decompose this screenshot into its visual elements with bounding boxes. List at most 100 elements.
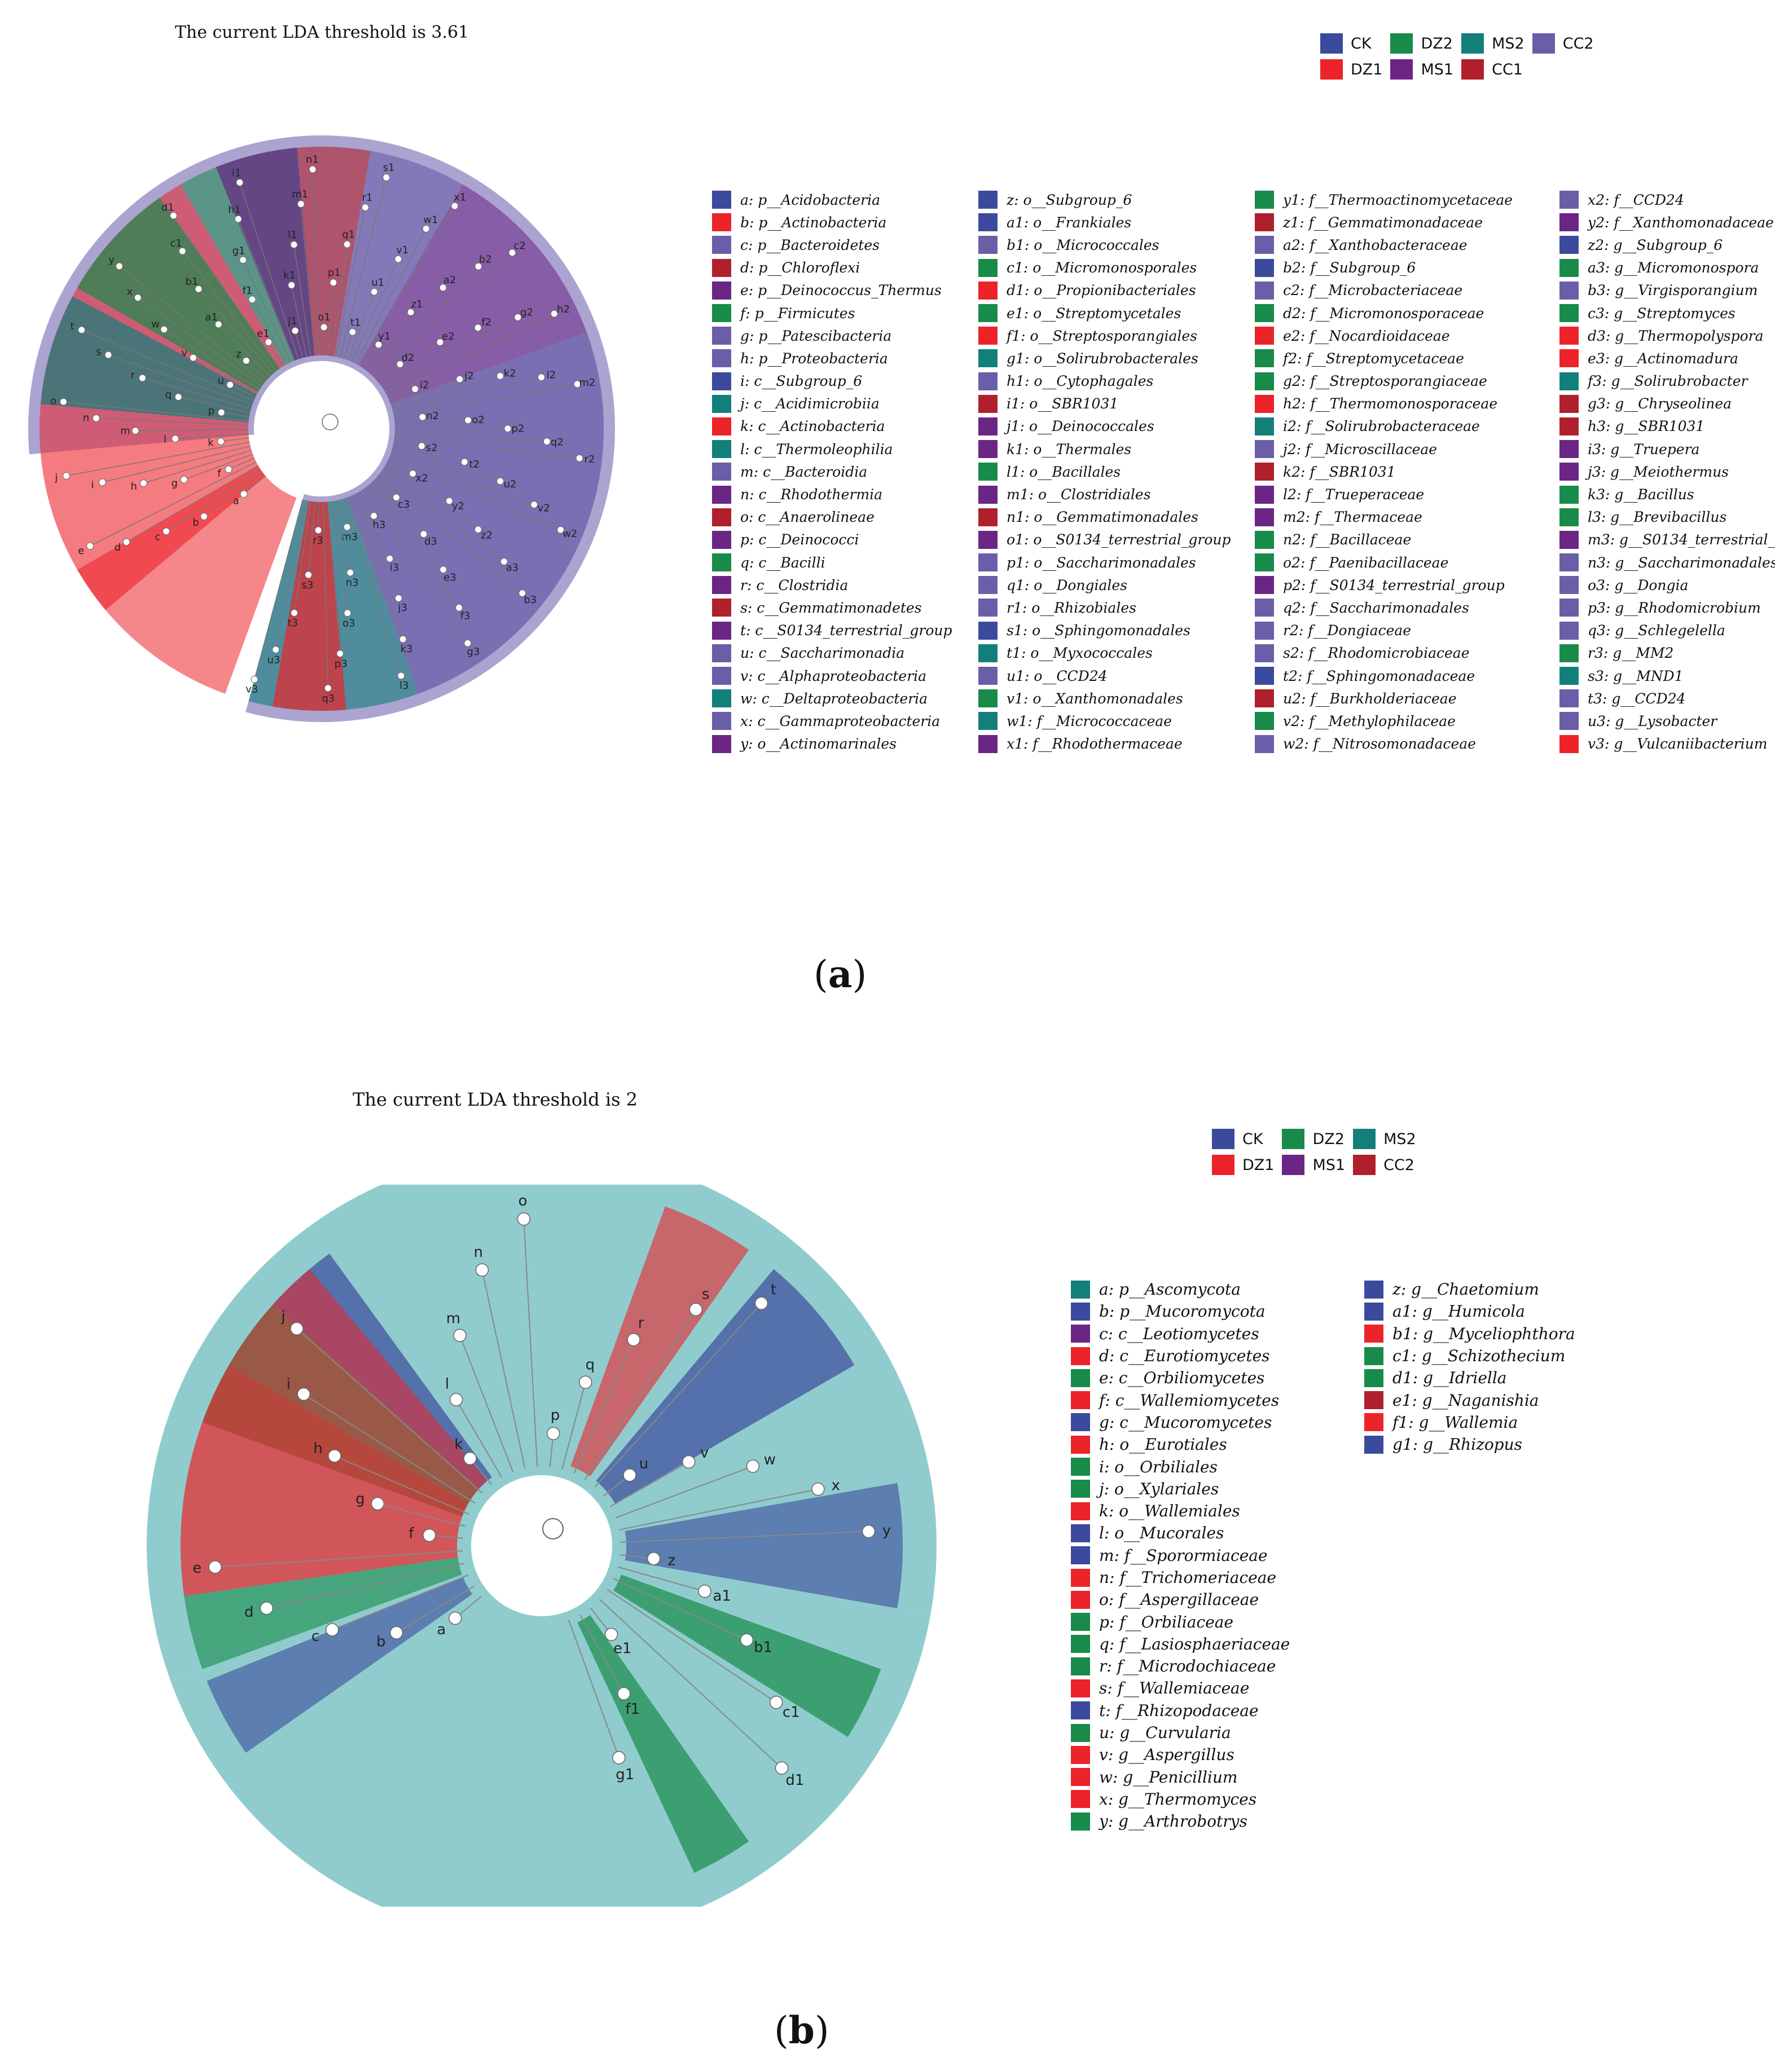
taxon-legend-item: y1: f__Thermoactinomycetaceae <box>1255 188 1548 211</box>
group-legend-item: MS2 <box>1461 33 1524 54</box>
clade-sector <box>77 465 297 694</box>
taxon-legend-label: k: o__Wallemiales <box>1099 1502 1240 1521</box>
tree-node <box>530 500 538 508</box>
tree-node <box>504 425 512 433</box>
branch-line <box>102 446 251 483</box>
taxon-legend-label: a1: o__Frankiales <box>1007 214 1132 231</box>
node-label: p1 <box>328 267 341 279</box>
tree-node <box>178 247 186 255</box>
taxon-legend-label: a3: g__Micromonospora <box>1588 259 1759 276</box>
clade-sector <box>40 296 257 423</box>
taxon-swatch <box>1255 621 1274 640</box>
tree-node <box>399 635 407 643</box>
group-legend-label: DZ2 <box>1312 1130 1345 1148</box>
group-swatch <box>1282 1155 1305 1175</box>
taxon-legend-label: g1: o__Solirubrobacterales <box>1007 350 1198 367</box>
branch-line <box>355 228 427 364</box>
branch-line <box>618 1488 819 1530</box>
taxon-legend-item: u3: g__Lysobacter <box>1559 710 1775 732</box>
tree-node <box>811 1482 825 1496</box>
node-label: n3 <box>346 577 359 589</box>
taxon-legend-item: r: c__Clostridia <box>712 574 967 596</box>
taxon-swatch <box>978 485 998 504</box>
node-label: x1 <box>454 192 466 204</box>
taxon-swatch <box>712 576 731 595</box>
taxon-swatch <box>1255 327 1274 345</box>
taxon-legend-label: e1: g__Naganishia <box>1392 1391 1539 1410</box>
taxon-swatch <box>1559 621 1579 640</box>
taxon-legend-label: q2: f__Saccharimonadales <box>1283 599 1469 616</box>
taxon-legend-item: m2: f__Thermaceae <box>1255 506 1548 529</box>
branch-line <box>378 474 523 594</box>
taxon-swatch <box>1364 1347 1383 1365</box>
taxon-swatch <box>978 576 998 595</box>
node-label: u3 <box>267 654 280 666</box>
taxon-legend-label: q: c__Bacilli <box>740 554 825 571</box>
taxon-legend-label: u1: o__CCD24 <box>1007 667 1108 684</box>
panel-a-label: (a) <box>814 952 867 996</box>
taxon-swatch <box>978 349 998 368</box>
node-label: v <box>700 1445 709 1462</box>
branch-line <box>331 501 348 613</box>
taxon-swatch <box>978 281 998 300</box>
group-legend-label: CC1 <box>1492 60 1523 78</box>
taxon-legend-label: q1: o__Dongiales <box>1007 577 1128 593</box>
node-label: p <box>208 405 214 417</box>
node-label: g2 <box>520 307 533 319</box>
taxon-swatch <box>978 440 998 459</box>
tree-node <box>623 1468 636 1482</box>
taxon-legend-item: l: c__Thermoleophilia <box>712 438 967 460</box>
taxon-swatch <box>1255 667 1274 685</box>
branch-line <box>523 1218 538 1467</box>
tree-node <box>242 357 250 364</box>
taxon-legend-item: l3: g__Brevibacillus <box>1559 506 1775 529</box>
tree-node <box>214 320 222 328</box>
group-swatch <box>1212 1129 1234 1149</box>
branch-line <box>481 1270 526 1469</box>
taxon-swatch <box>1559 304 1579 323</box>
taxon-legend-item: u1: o__CCD24 <box>978 665 1244 687</box>
taxon-swatch <box>978 599 998 617</box>
panel-a-title: The current LDA threshold is 3.61 <box>175 23 469 42</box>
taxon-swatch <box>712 394 731 413</box>
taxon-swatch <box>712 599 731 617</box>
branch-line <box>573 1339 635 1474</box>
taxon-legend-label: w2: f__Nitrosomonadaceae <box>1283 736 1476 753</box>
taxon-legend-item: s1: o__Sphingomonadales <box>978 619 1244 642</box>
group-legend-label: CK <box>1242 1130 1263 1148</box>
taxon-legend-item: m: f__Sporormiaceae <box>1071 1545 1353 1567</box>
taxon-legend-item: f1: o__Streptosporangiales <box>978 324 1244 347</box>
taxon-legend-item: b: p__Actinobacteria <box>712 211 967 234</box>
branch-line <box>366 312 411 371</box>
taxon-legend-label: t3: g__CCD24 <box>1588 690 1686 707</box>
branch-line <box>238 219 295 361</box>
taxon-legend-label: k3: g__Bacillus <box>1588 486 1694 503</box>
node-label: q <box>586 1356 595 1373</box>
taxon-legend-label: r2: f__Dongiaceae <box>1283 622 1412 639</box>
taxon-legend-label: f2: f__Streptomycetaceae <box>1283 350 1464 367</box>
node-label: r1 <box>362 192 372 204</box>
branch-line <box>394 416 423 421</box>
group-swatch <box>1532 33 1555 54</box>
taxon-legend-label: e: p__Deinococcus_Thermus <box>740 282 942 299</box>
tree-node <box>208 1560 222 1574</box>
taxon-legend-label: y: o__Actinomarinales <box>740 736 897 753</box>
taxon-legend-item: d1: g__Idriella <box>1364 1367 1629 1389</box>
branch-line <box>561 1382 586 1470</box>
tree-node <box>464 639 472 647</box>
tree-node <box>172 435 179 443</box>
taxon-swatch <box>1071 1723 1090 1742</box>
node-label: g1 <box>616 1766 634 1783</box>
branch-line <box>344 498 402 676</box>
taxon-legend-item: s: c__Gemmatimonadetes <box>712 596 967 619</box>
node-label: a <box>233 495 239 507</box>
taxon-swatch <box>1559 417 1579 435</box>
taxon-legend-label: x: g__Thermomyces <box>1099 1789 1257 1809</box>
taxon-legend-label: s: c__Gemmatimonadetes <box>740 599 922 616</box>
taxon-swatch <box>978 417 998 435</box>
taxon-legend-label: z: o__Subgroup_6 <box>1007 191 1132 208</box>
clade-sector <box>346 332 604 694</box>
taxon-legend-item: e2: f__Nocardioidaceae <box>1255 324 1548 347</box>
tree-node <box>497 477 504 485</box>
tree-node <box>740 1633 754 1647</box>
